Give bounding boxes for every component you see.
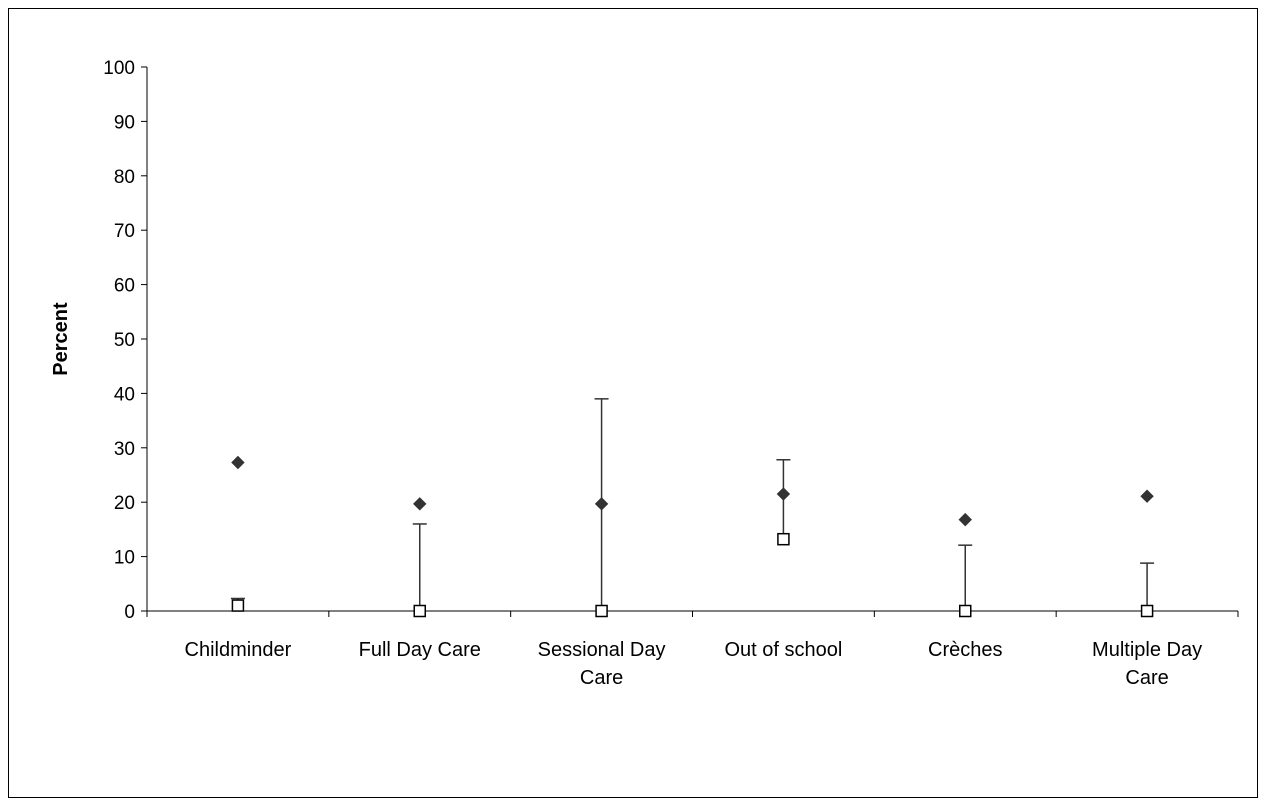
x-tick-label-line: Crèches [928,639,1002,661]
y-axis-label: Percent [50,302,72,376]
x-tick-label-line: Sessional Day [538,639,666,661]
square-point [959,604,972,618]
y-tick-label: 40 [114,384,135,405]
y-tick-label: 20 [114,493,135,514]
x-tick-label-line: Full Day Care [359,639,481,661]
x-tick-label-line: Care [580,667,623,689]
data-points [231,455,1154,618]
square-point [231,599,245,612]
x-tick-label-line: Multiple Day [1092,639,1202,661]
y-tick-label: 0 [124,602,135,623]
diamond-point [1140,489,1154,503]
square-point [1140,604,1154,618]
chart-plot: 0 10 20 30 40 50 60 70 80 90 100 Childminder Full D… [50,58,1239,689]
square-point [413,604,426,618]
y-tick-label: 90 [114,112,135,133]
x-tick-label: Sessional Day Care [538,639,666,689]
x-tick-label: Childminder [185,639,292,661]
diamond-point [231,455,245,470]
x-tick-label-line: Out of school [724,639,842,661]
square-point [777,532,790,546]
error-bars [230,398,1155,611]
y-tick-label: 30 [114,439,135,460]
y-tick-label: 10 [114,548,135,569]
x-tick-label: Multiple Day Care [1092,639,1202,689]
diamond-point [413,497,427,511]
x-tick-label: Full Day Care [359,639,481,661]
y-tick-label: 60 [114,276,135,297]
square-point [595,604,608,618]
x-tick-label: Out of school [724,639,842,661]
x-tick-label-line: Childminder [185,639,292,661]
y-tick-label: 80 [114,167,135,188]
x-tick-label: Crèches [928,639,1002,661]
x-tick-label-line: Care [1125,667,1168,689]
diamond-point [958,512,972,527]
x-category-labels: Childminder Full Day Care Sessional Day Car… [185,639,1203,689]
axes [141,66,1239,617]
y-tick-label: 70 [114,221,135,242]
diamond-point [594,497,609,511]
chart-frame: 0 10 20 30 40 50 60 70 80 90 100 Childminder Full D… [8,8,1258,798]
y-tick-label: 50 [114,330,135,351]
y-tick-labels: 0 10 20 30 40 50 60 70 80 90 100 [103,58,135,623]
diamond-point [776,487,791,501]
y-tick-label: 100 [103,58,135,79]
